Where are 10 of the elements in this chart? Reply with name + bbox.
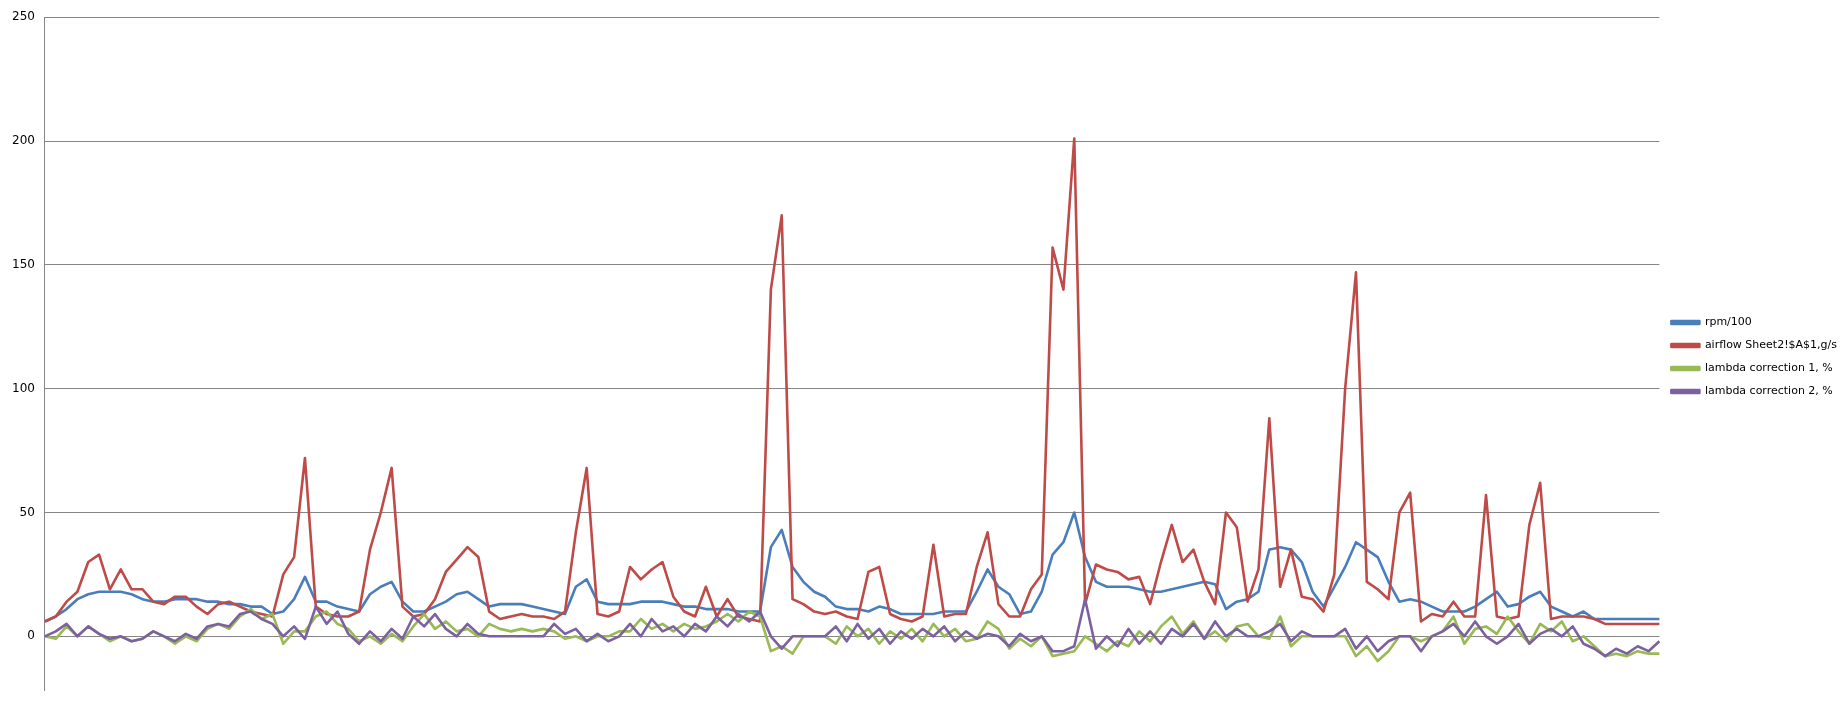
y-tick-label: 250 [12,9,35,24]
y-tick-label: 50 [19,504,35,519]
y-tick-label: 150 [12,256,35,271]
y-tick-label: 200 [12,133,35,148]
legend-label: lambda correction 2, % [1704,384,1833,398]
y-tick-label: 0 [27,628,35,643]
y-tick-label: 100 [12,380,35,395]
legend-label: rpm/100 [1704,315,1752,329]
legend-label: airflow Sheet2!$A$1,g/s [1704,338,1838,352]
legend-label: lambda correction 1, % [1704,361,1833,375]
